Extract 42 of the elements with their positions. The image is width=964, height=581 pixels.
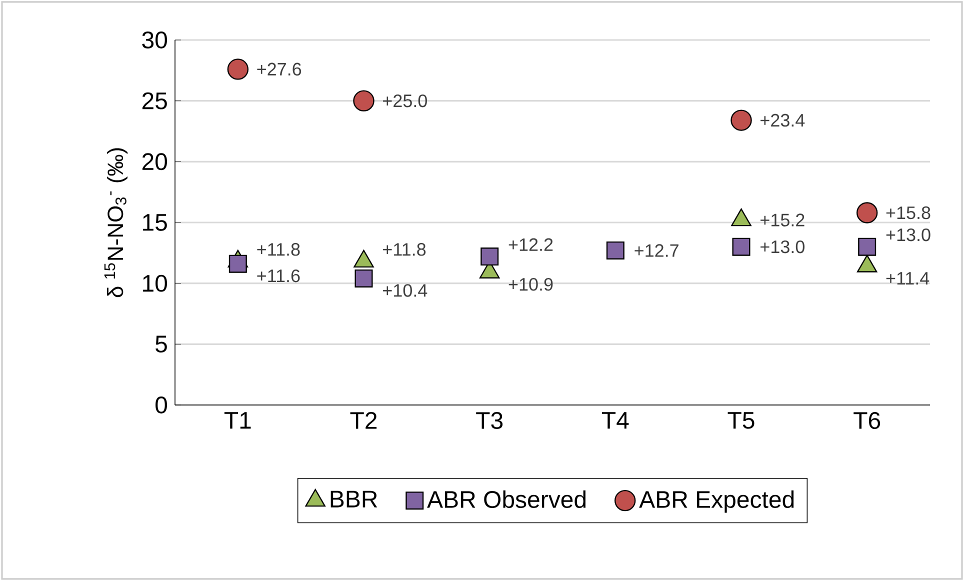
data-label: +13.0	[886, 228, 930, 242]
data-label: +25.0	[383, 94, 427, 108]
point	[606, 241, 624, 260]
point	[856, 202, 878, 224]
data-label: +13.0	[760, 240, 804, 254]
data-label: +27.6	[257, 62, 302, 76]
point	[480, 248, 499, 266]
y-tick-label: 30	[142, 32, 168, 48]
x-tick-label: T2	[350, 412, 377, 429]
y-tick-label: 15	[143, 214, 167, 231]
legend-label: BBR	[330, 490, 378, 508]
data-label: +15.8	[886, 206, 930, 220]
legend-label: ABR Expected	[639, 490, 794, 513]
legend-label: ABR Observed	[427, 490, 586, 508]
data-label: +15.2	[760, 214, 804, 226]
data-label: +10.4	[383, 284, 428, 297]
point	[353, 90, 374, 112]
y-tick-label: 10	[143, 274, 168, 292]
data-label: +11.4	[886, 272, 930, 284]
data-label: +23.4	[760, 114, 805, 127]
y-tick-label: 0	[156, 396, 168, 414]
x-tick-label: T6	[854, 412, 880, 430]
x-tick-label: T3	[476, 412, 503, 430]
data-label: +11.6	[257, 269, 300, 282]
point	[858, 238, 876, 256]
point	[227, 58, 249, 80]
y-tick-label: 20	[142, 153, 168, 170]
y-tick-label: 25	[142, 92, 167, 110]
x-tick-label: T4	[602, 412, 629, 429]
data-label: +11.8	[383, 243, 426, 256]
x-tick-label: T5	[728, 412, 754, 429]
x-tick-label: T1	[224, 412, 251, 429]
point	[354, 269, 373, 288]
point	[732, 238, 750, 256]
y-tick-label: 5	[156, 336, 167, 353]
point	[730, 110, 752, 131]
point	[228, 254, 247, 273]
data-label: +10.9	[508, 278, 553, 291]
data-label: +12.2	[508, 238, 553, 251]
data-label: +11.8	[257, 243, 300, 256]
data-label: +12.7	[634, 244, 678, 257]
y-axis-title: δ $^{15}$N-NO$_{3}$$^{-}$ (‰)	[104, 148, 128, 298]
